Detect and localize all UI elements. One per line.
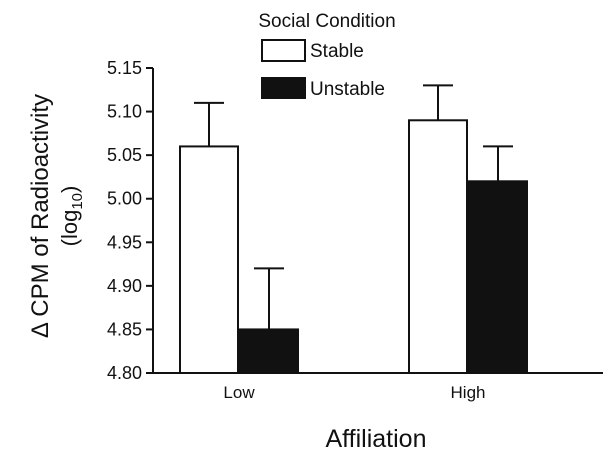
- y-tick-label: 4.80: [107, 363, 142, 383]
- bar-stable-low: [180, 146, 238, 373]
- y-tick-label: 4.95: [107, 232, 142, 252]
- x-tick-label: High: [451, 383, 486, 402]
- bar-unstable-low: [240, 329, 298, 373]
- y-tick-label: 5.15: [107, 58, 142, 78]
- y-tick-label: 4.85: [107, 319, 142, 339]
- y-axis-unit-label: (log10): [57, 186, 86, 247]
- bars: [180, 120, 527, 373]
- y-tick-label: 5.05: [107, 145, 142, 165]
- legend-label-unstable: Unstable: [310, 79, 385, 100]
- y-tick-label: 5.10: [107, 102, 142, 122]
- legend-label-stable: Stable: [310, 41, 364, 62]
- legend-swatch-stable: [262, 40, 305, 61]
- y-tick-label: 4.90: [107, 276, 142, 296]
- x-axis-label: Affiliation: [326, 425, 427, 452]
- legend-title: Social Condition: [258, 11, 395, 32]
- legend-swatch-unstable: [262, 78, 305, 98]
- y-axis-unit: (log10): [57, 186, 86, 247]
- legend: Social Condition Stable Unstable: [258, 11, 395, 100]
- bar-unstable-high: [469, 181, 527, 373]
- y-axis-label: Δ CPM of Radioactivity: [27, 94, 54, 338]
- bar-stable-high: [409, 120, 467, 373]
- y-tick-label: 5.00: [107, 189, 142, 209]
- y-axis-title: Δ CPM of Radioactivity: [27, 94, 54, 338]
- x-tick-label: Low: [223, 383, 255, 402]
